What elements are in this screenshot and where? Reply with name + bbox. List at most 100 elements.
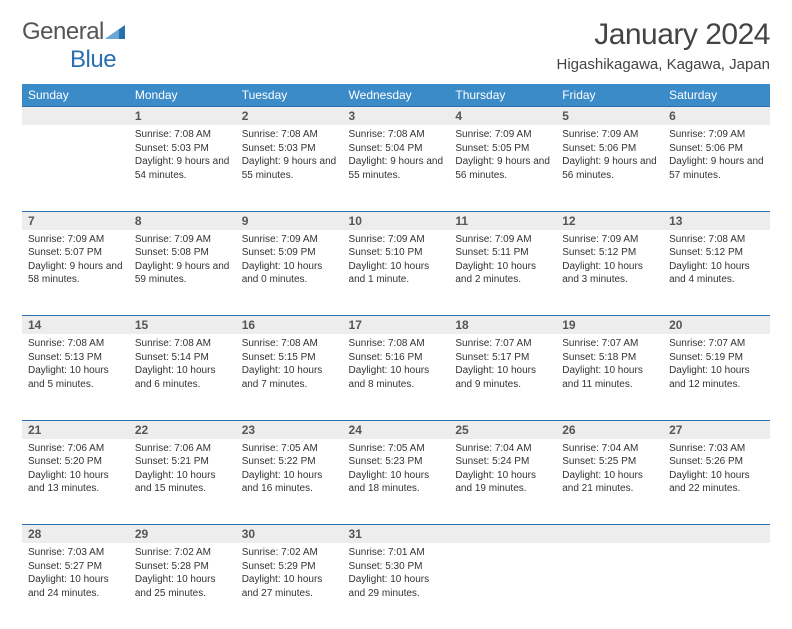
sunset-line: Sunset: 5:21 PM — [135, 455, 230, 469]
day-number-cell: 3 — [343, 107, 450, 126]
day-cell: Sunrise: 7:07 AMSunset: 5:17 PMDaylight:… — [449, 334, 556, 420]
sunset-line: Sunset: 5:12 PM — [562, 246, 657, 260]
day-number-cell: 4 — [449, 107, 556, 126]
daylight-line: Daylight: 10 hours and 16 minutes. — [242, 469, 337, 496]
day-cell: Sunrise: 7:09 AMSunset: 5:05 PMDaylight:… — [449, 125, 556, 211]
daylight-line: Daylight: 10 hours and 21 minutes. — [562, 469, 657, 496]
week-head-row: 28293031 — [22, 525, 770, 544]
day-number: 31 — [343, 525, 450, 543]
day-number-cell: 24 — [343, 420, 450, 439]
day-cell: Sunrise: 7:09 AMSunset: 5:07 PMDaylight:… — [22, 230, 129, 316]
sunrise-line: Sunrise: 7:01 AM — [349, 546, 444, 560]
sunset-line: Sunset: 5:15 PM — [242, 351, 337, 365]
sunrise-line: Sunrise: 7:02 AM — [242, 546, 337, 560]
daylight-line: Daylight: 10 hours and 11 minutes. — [562, 364, 657, 391]
day-cell: Sunrise: 7:08 AMSunset: 5:03 PMDaylight:… — [129, 125, 236, 211]
header: GeneralBlue January 2024 Higashikagawa, … — [22, 18, 770, 74]
empty-day-head — [663, 525, 770, 544]
day-cell: Sunrise: 7:05 AMSunset: 5:22 PMDaylight:… — [236, 439, 343, 525]
sunset-line: Sunset: 5:10 PM — [349, 246, 444, 260]
day-number-cell: 20 — [663, 316, 770, 335]
sunrise-line: Sunrise: 7:09 AM — [349, 233, 444, 247]
title-block: January 2024 Higashikagawa, Kagawa, Japa… — [557, 18, 770, 73]
day-number: 8 — [129, 212, 236, 230]
day-number: 30 — [236, 525, 343, 543]
sunrise-line: Sunrise: 7:09 AM — [562, 128, 657, 142]
day-number-cell: 26 — [556, 420, 663, 439]
sunset-line: Sunset: 5:09 PM — [242, 246, 337, 260]
sunrise-line: Sunrise: 7:08 AM — [135, 128, 230, 142]
sunrise-line: Sunrise: 7:08 AM — [28, 337, 123, 351]
daylight-line: Daylight: 10 hours and 19 minutes. — [455, 469, 550, 496]
day-cell: Sunrise: 7:09 AMSunset: 5:10 PMDaylight:… — [343, 230, 450, 316]
day-number-cell: 28 — [22, 525, 129, 544]
weekday-tuesday: Tuesday — [236, 84, 343, 107]
weekday-wednesday: Wednesday — [343, 84, 450, 107]
daylight-line: Daylight: 10 hours and 9 minutes. — [455, 364, 550, 391]
day-number-cell: 27 — [663, 420, 770, 439]
week-head-row: 14151617181920 — [22, 316, 770, 335]
day-number-cell: 21 — [22, 420, 129, 439]
daylight-line: Daylight: 9 hours and 55 minutes. — [242, 155, 337, 182]
sunset-line: Sunset: 5:17 PM — [455, 351, 550, 365]
day-cell: Sunrise: 7:02 AMSunset: 5:28 PMDaylight:… — [129, 543, 236, 629]
sunset-line: Sunset: 5:18 PM — [562, 351, 657, 365]
day-number: 2 — [236, 107, 343, 125]
day-number: 17 — [343, 316, 450, 334]
day-number: 27 — [663, 421, 770, 439]
daylight-line: Daylight: 9 hours and 58 minutes. — [28, 260, 123, 287]
day-cell: Sunrise: 7:02 AMSunset: 5:29 PMDaylight:… — [236, 543, 343, 629]
daylight-line: Daylight: 9 hours and 56 minutes. — [562, 155, 657, 182]
day-number-cell: 13 — [663, 211, 770, 230]
empty-day-head — [556, 525, 663, 544]
daylight-line: Daylight: 10 hours and 6 minutes. — [135, 364, 230, 391]
location-text: Higashikagawa, Kagawa, Japan — [557, 56, 770, 73]
sunset-line: Sunset: 5:06 PM — [669, 142, 764, 156]
daylight-line: Daylight: 10 hours and 18 minutes. — [349, 469, 444, 496]
day-cell: Sunrise: 7:09 AMSunset: 5:08 PMDaylight:… — [129, 230, 236, 316]
weekday-sunday: Sunday — [22, 84, 129, 107]
daylight-line: Daylight: 10 hours and 4 minutes. — [669, 260, 764, 287]
daylight-line: Daylight: 10 hours and 1 minute. — [349, 260, 444, 287]
sunrise-line: Sunrise: 7:08 AM — [242, 337, 337, 351]
sunrise-line: Sunrise: 7:08 AM — [135, 337, 230, 351]
day-number-cell: 14 — [22, 316, 129, 335]
sunrise-line: Sunrise: 7:09 AM — [669, 128, 764, 142]
week-head-row: 123456 — [22, 107, 770, 126]
empty-day-head — [449, 525, 556, 544]
day-number-cell: 7 — [22, 211, 129, 230]
day-number: 22 — [129, 421, 236, 439]
daylight-line: Daylight: 9 hours and 57 minutes. — [669, 155, 764, 182]
day-cell: Sunrise: 7:04 AMSunset: 5:25 PMDaylight:… — [556, 439, 663, 525]
day-cell: Sunrise: 7:06 AMSunset: 5:20 PMDaylight:… — [22, 439, 129, 525]
day-number: 10 — [343, 212, 450, 230]
day-number-cell: 6 — [663, 107, 770, 126]
day-cell: Sunrise: 7:09 AMSunset: 5:11 PMDaylight:… — [449, 230, 556, 316]
sunset-line: Sunset: 5:20 PM — [28, 455, 123, 469]
day-number: 19 — [556, 316, 663, 334]
day-number: 4 — [449, 107, 556, 125]
day-cell: Sunrise: 7:09 AMSunset: 5:06 PMDaylight:… — [663, 125, 770, 211]
weekday-thursday: Thursday — [449, 84, 556, 107]
sunset-line: Sunset: 5:28 PM — [135, 560, 230, 574]
sunrise-line: Sunrise: 7:07 AM — [455, 337, 550, 351]
day-number: 29 — [129, 525, 236, 543]
daylight-line: Daylight: 9 hours and 54 minutes. — [135, 155, 230, 182]
daylight-line: Daylight: 10 hours and 2 minutes. — [455, 260, 550, 287]
week-content-row: Sunrise: 7:06 AMSunset: 5:20 PMDaylight:… — [22, 439, 770, 525]
day-cell: Sunrise: 7:08 AMSunset: 5:12 PMDaylight:… — [663, 230, 770, 316]
sunset-line: Sunset: 5:16 PM — [349, 351, 444, 365]
day-number: 11 — [449, 212, 556, 230]
day-cell: Sunrise: 7:03 AMSunset: 5:27 PMDaylight:… — [22, 543, 129, 629]
day-number: 15 — [129, 316, 236, 334]
week-content-row: Sunrise: 7:08 AMSunset: 5:13 PMDaylight:… — [22, 334, 770, 420]
day-number-cell: 15 — [129, 316, 236, 335]
day-cell: Sunrise: 7:09 AMSunset: 5:06 PMDaylight:… — [556, 125, 663, 211]
sunset-line: Sunset: 5:03 PM — [242, 142, 337, 156]
day-number: 7 — [22, 212, 129, 230]
sunset-line: Sunset: 5:27 PM — [28, 560, 123, 574]
page-title: January 2024 — [557, 18, 770, 52]
day-cell: Sunrise: 7:04 AMSunset: 5:24 PMDaylight:… — [449, 439, 556, 525]
sunrise-line: Sunrise: 7:09 AM — [28, 233, 123, 247]
day-cell: Sunrise: 7:06 AMSunset: 5:21 PMDaylight:… — [129, 439, 236, 525]
